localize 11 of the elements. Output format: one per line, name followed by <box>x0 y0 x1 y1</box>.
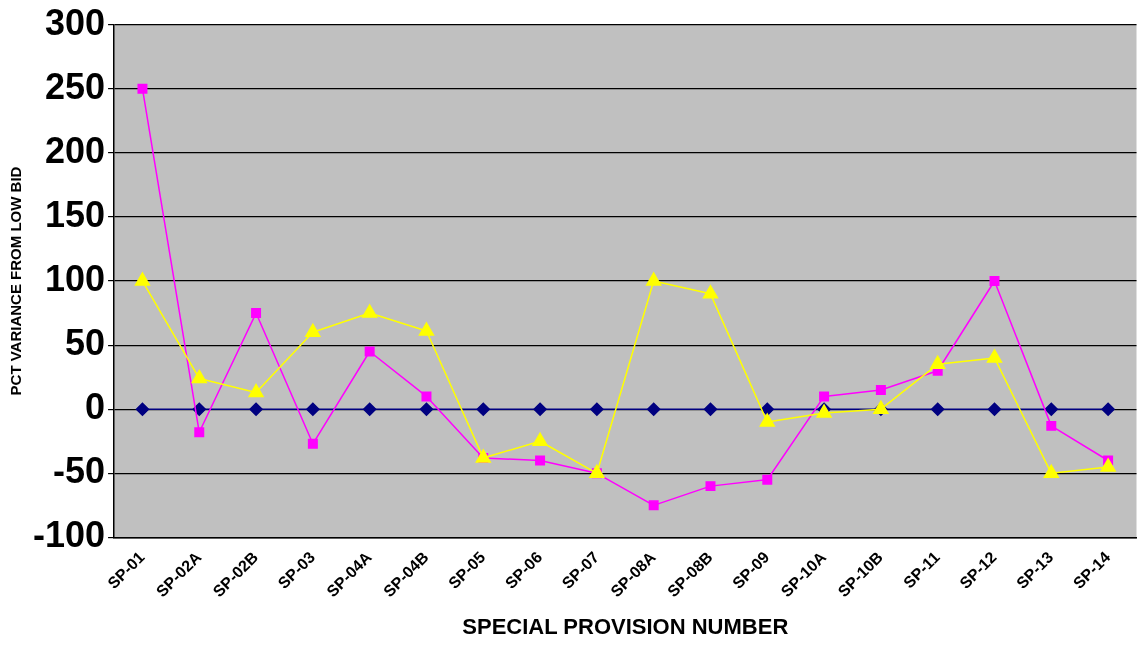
y-tick-label: -100 <box>32 514 106 556</box>
y-tick-label: 200 <box>44 129 106 171</box>
y-tick-label: 50 <box>65 322 106 364</box>
y-tick-label: 150 <box>44 193 106 235</box>
y-tick-label: 0 <box>85 386 106 428</box>
y-tick-label: 300 <box>44 1 106 43</box>
y-tick-label: 100 <box>44 257 106 299</box>
x-axis-title: SPECIAL PROVISION NUMBER <box>462 613 789 639</box>
y-axis-title: PCT VARIANCE FROM LOW BID <box>7 166 25 396</box>
y-tick-label: 250 <box>44 65 106 107</box>
y-tick-label: -50 <box>53 450 106 492</box>
